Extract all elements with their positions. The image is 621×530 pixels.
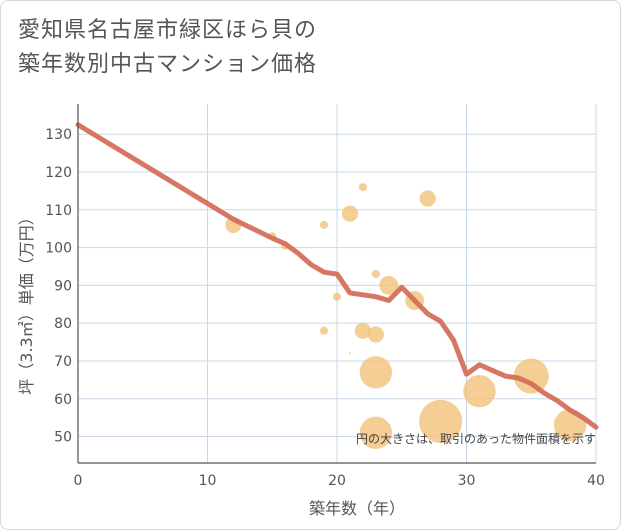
data-bubble: [419, 190, 436, 207]
x-tick-label: 20: [328, 473, 346, 489]
data-bubble: [359, 356, 393, 389]
y-tick-label: 60: [54, 392, 72, 408]
data-bubble: [332, 292, 342, 301]
y-tick-label: 120: [45, 165, 72, 181]
y-axis-title: 坪（3.3㎡）単価（万円）: [17, 209, 36, 394]
data-bubble: [371, 270, 380, 279]
data-bubble: [320, 220, 329, 229]
y-tick-label: 130: [45, 127, 72, 143]
trend-line: [75, 122, 599, 430]
y-tick-label: 80: [54, 316, 72, 332]
chart-title: 愛知県名古屋市緑区ほら貝の 築年数別中古マンション価格: [18, 14, 578, 82]
data-bubble: [513, 358, 549, 394]
y-tick-label: 100: [45, 241, 72, 257]
bubble-series: [225, 183, 587, 449]
x-axis-title: 築年数（年）: [309, 499, 405, 518]
tick-labels: 0 10 20 30 40 50 60 70 80 90 100 110 120 130: [45, 127, 605, 489]
data-bubble: [419, 399, 463, 444]
trend-series: [75, 122, 599, 430]
y-tick-label: 90: [54, 278, 72, 294]
y-tick-label: 70: [54, 354, 72, 370]
grid: [78, 104, 597, 463]
y-tick-label: 50: [54, 430, 72, 446]
data-bubble: [348, 352, 352, 355]
data-bubble: [359, 416, 393, 449]
size-note: 円の大きさは、取引のあった物件面積を示す: [356, 431, 596, 446]
data-bubble: [358, 183, 367, 192]
data-bubble: [320, 326, 329, 335]
x-tick-label: 0: [74, 473, 83, 489]
data-bubble: [354, 322, 371, 339]
data-bubble: [463, 375, 496, 408]
x-tick-label: 40: [587, 473, 605, 489]
chart-title-line-2: 築年数別中古マンション価格: [18, 52, 318, 77]
x-tick-label: 30: [458, 473, 476, 489]
data-bubble: [367, 326, 384, 343]
y-tick-label: 110: [45, 203, 72, 219]
data-bubble: [379, 275, 399, 295]
x-tick-label: 10: [199, 473, 217, 489]
axes: [77, 104, 596, 464]
data-bubble: [341, 205, 359, 222]
chart-title-line-1: 愛知県名古屋市緑区ほら貝の: [18, 18, 318, 43]
